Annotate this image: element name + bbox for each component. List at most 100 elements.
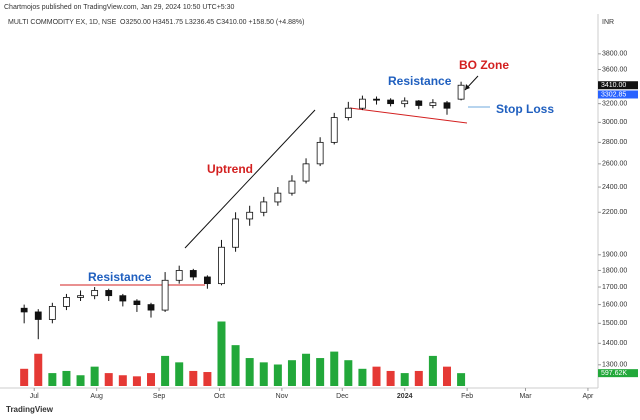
candle-body bbox=[63, 297, 70, 307]
x-tick-label: Dec bbox=[336, 393, 349, 400]
y-tick-label: 3200.00 bbox=[602, 100, 627, 107]
y-tick-label: 1900.00 bbox=[602, 252, 627, 259]
volume-bar bbox=[386, 370, 395, 386]
volume-bar bbox=[62, 370, 71, 386]
volume-tag bbox=[598, 369, 638, 378]
ohlc-text: O3250.00 H3451.75 L3236.45 C3410.00 +158… bbox=[120, 19, 304, 26]
volume-bar bbox=[48, 373, 57, 386]
volume-bar bbox=[90, 366, 99, 386]
y-tick-label: 2200.00 bbox=[602, 209, 627, 216]
volume-bar bbox=[217, 321, 226, 386]
candle-body bbox=[161, 279, 169, 311]
y-tick-label: 1400.00 bbox=[602, 340, 627, 347]
candle-body bbox=[232, 218, 239, 248]
price-tag bbox=[598, 81, 638, 90]
volume-bar bbox=[287, 360, 296, 386]
candle-body bbox=[274, 192, 282, 203]
volume-bar bbox=[428, 355, 437, 386]
chart-title: MULTI COMMODITY EX, 1D, NSE bbox=[8, 19, 117, 26]
support-line bbox=[349, 107, 468, 124]
volume-bar bbox=[273, 364, 282, 386]
volume-bar bbox=[34, 353, 43, 386]
candle-body bbox=[443, 102, 451, 109]
volume-bar bbox=[259, 362, 268, 386]
annotation: Resistance bbox=[388, 74, 452, 88]
volume-bar bbox=[302, 353, 311, 386]
y-tick-label: 1500.00 bbox=[602, 320, 627, 327]
candle-body bbox=[91, 290, 99, 297]
x-tick-label: Apr bbox=[582, 393, 594, 400]
candle-body bbox=[330, 117, 338, 143]
candle-body bbox=[105, 290, 113, 297]
x-tick-label: Aug bbox=[90, 393, 103, 400]
x-tick-label: Sep bbox=[153, 393, 166, 400]
y-tick-label: 1600.00 bbox=[602, 301, 627, 308]
candle-body bbox=[34, 311, 42, 320]
x-tick-label: Oct bbox=[214, 393, 225, 400]
volume-bar bbox=[118, 375, 127, 386]
y-tick-label: 1700.00 bbox=[602, 284, 627, 291]
candle-body bbox=[175, 270, 183, 281]
candle-body bbox=[48, 306, 56, 320]
volume-bar bbox=[372, 366, 381, 386]
y-tick-label: 2400.00 bbox=[602, 184, 627, 191]
candle-body bbox=[344, 107, 352, 118]
attribution: Chartmojos published on TradingView.com,… bbox=[4, 4, 235, 11]
x-tick-label: Nov bbox=[276, 393, 289, 400]
volume-bar bbox=[104, 373, 113, 386]
volume-bar bbox=[132, 376, 141, 386]
candle-body bbox=[457, 84, 465, 100]
candle-body bbox=[429, 102, 437, 106]
candle-body bbox=[20, 307, 28, 313]
y-tick-label: 3000.00 bbox=[602, 119, 627, 126]
volume-bar bbox=[344, 360, 353, 386]
price-tag bbox=[598, 90, 638, 99]
volume-bar bbox=[457, 373, 466, 386]
candle-body bbox=[260, 201, 268, 213]
candle-body bbox=[401, 100, 409, 105]
volume-bar bbox=[76, 375, 85, 386]
candle-body bbox=[203, 276, 211, 285]
volume-bar bbox=[330, 351, 339, 386]
arrow-head bbox=[465, 84, 470, 90]
candle-body bbox=[246, 211, 254, 220]
x-tick-label: Jul bbox=[30, 393, 39, 400]
candle-body bbox=[288, 180, 296, 194]
trend-line bbox=[184, 109, 316, 249]
x-tick-label: Mar bbox=[519, 393, 532, 400]
candle-body bbox=[373, 98, 380, 101]
volume-bar bbox=[400, 373, 409, 386]
volume-bar bbox=[203, 372, 212, 386]
candle-body bbox=[189, 270, 197, 278]
candle-body bbox=[387, 99, 395, 105]
y-tick-label: 3600.00 bbox=[602, 66, 627, 73]
volume-bar bbox=[231, 345, 240, 386]
volume-bar bbox=[161, 355, 170, 386]
price-tag-label: 3302.85 bbox=[601, 91, 626, 98]
volume-tag-label: 597.62K bbox=[601, 370, 627, 377]
volume-bar bbox=[189, 370, 198, 386]
y-tick-label: 1300.00 bbox=[602, 362, 627, 369]
y-tick-label: 2800.00 bbox=[602, 139, 627, 146]
volume-bar bbox=[245, 358, 254, 386]
candle-body bbox=[218, 246, 225, 285]
volume-bar bbox=[20, 368, 29, 386]
x-tick-label: 2024 bbox=[397, 393, 413, 400]
annotation: Uptrend bbox=[207, 162, 253, 176]
candle-body bbox=[119, 295, 127, 302]
y-tick-label: 3800.00 bbox=[602, 51, 627, 58]
currency: INR bbox=[602, 19, 614, 26]
candle-body bbox=[77, 295, 84, 298]
annotation: Resistance bbox=[88, 270, 152, 284]
x-tick-label: Feb bbox=[461, 393, 473, 400]
candle-body bbox=[316, 141, 324, 165]
y-tick-label: 2600.00 bbox=[602, 161, 627, 168]
volume-bar bbox=[442, 366, 451, 386]
volume-bar bbox=[316, 358, 325, 386]
candle-body bbox=[359, 98, 366, 109]
annotation: BO Zone bbox=[459, 58, 509, 72]
candle-body bbox=[415, 100, 423, 106]
brand: TradingView bbox=[6, 405, 54, 414]
